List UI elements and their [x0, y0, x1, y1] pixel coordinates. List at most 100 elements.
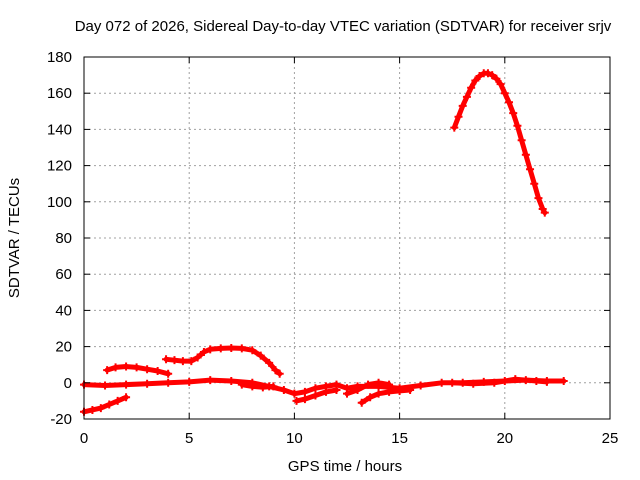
data-point [227, 376, 236, 385]
data-point [96, 404, 105, 413]
data-point [105, 400, 114, 409]
data-point [517, 136, 526, 145]
y-tick-label: 20 [55, 339, 72, 356]
series-track-low-arc [103, 362, 173, 378]
data-point [467, 83, 476, 92]
data-point [300, 387, 309, 396]
x-axis-label: GPS time / hours [288, 458, 402, 475]
y-tick-label: 0 [64, 375, 72, 392]
data-point [483, 69, 492, 78]
x-tick-label: 15 [391, 430, 408, 447]
data-point [437, 378, 446, 387]
data-point [357, 398, 366, 407]
data-point [162, 355, 171, 364]
data-point [492, 74, 501, 83]
data-point [265, 358, 274, 367]
y-tick-label: 60 [55, 266, 72, 283]
y-tick-label: 180 [47, 49, 72, 66]
data-point [395, 386, 404, 395]
data-point [88, 405, 97, 414]
data-point [559, 376, 568, 385]
data-point [143, 379, 152, 388]
y-tick-label: 80 [55, 230, 72, 247]
data-point [534, 194, 543, 203]
data-point [530, 179, 539, 188]
data-point [122, 380, 131, 389]
data-point [454, 112, 463, 121]
data-point [122, 393, 131, 402]
data-point [471, 76, 480, 85]
data-point [187, 357, 196, 366]
plot-frame [83, 56, 611, 420]
x-tick-label: 20 [496, 430, 513, 447]
data-point [366, 393, 375, 402]
series-band [239, 382, 276, 390]
data-point [185, 377, 194, 386]
y-axis-label: SDTVAR / TECUs [6, 178, 23, 298]
data-point [450, 123, 459, 132]
series-track-dip-b [343, 378, 394, 398]
data-point [111, 363, 120, 372]
data-point [275, 369, 284, 378]
data-point [505, 98, 514, 107]
axis-ticks: 0 5 10 15 20 25 -20 0 20 40 60 80 100 120 140 160 180 [47, 49, 618, 447]
chart-title: Day 072 of 2026, Sidereal Day-to-day VTE… [75, 18, 612, 35]
data-point [178, 357, 187, 366]
data-point [132, 363, 141, 372]
data-point [170, 356, 179, 365]
data-points [80, 69, 568, 416]
series-track-high [450, 69, 549, 217]
data-point [475, 72, 484, 81]
data-point [500, 89, 509, 98]
data-point [206, 376, 215, 385]
data-point [290, 389, 299, 398]
data-point [332, 386, 341, 395]
y-tick-label: -20 [50, 411, 72, 428]
y-tick-label: 160 [47, 85, 72, 102]
data-point [164, 369, 173, 378]
data-point [237, 380, 246, 389]
data-point [542, 377, 551, 386]
y-tick-label: 100 [47, 194, 72, 211]
x-tick-label: 25 [602, 430, 619, 447]
data-point [511, 375, 520, 384]
data-point [271, 366, 280, 375]
data-point [311, 391, 320, 400]
data-point [540, 208, 549, 217]
data-point [143, 365, 152, 374]
data-point [164, 378, 173, 387]
data-point [321, 387, 330, 396]
data-point [248, 346, 257, 355]
data-point [256, 351, 265, 360]
data-point [269, 382, 278, 391]
data-point [103, 366, 112, 375]
data-point [385, 380, 394, 389]
data-point [509, 109, 518, 118]
series-track-dip-a [292, 386, 341, 405]
data-point [462, 92, 471, 101]
data-point [216, 344, 225, 353]
grid-lines [84, 57, 610, 419]
data-point [364, 380, 373, 389]
data-point [113, 396, 122, 405]
data-point [406, 386, 415, 395]
x-tick-label: 5 [185, 430, 193, 447]
series-track-hump [162, 344, 284, 378]
data-point [385, 387, 394, 396]
data-point [227, 344, 236, 353]
y-tick-label: 140 [47, 121, 72, 138]
x-tick-label: 10 [286, 430, 303, 447]
series-track-dip-c [357, 386, 415, 407]
data-point [416, 381, 425, 390]
data-point [496, 80, 505, 89]
data-point [521, 150, 530, 159]
data-point [490, 378, 499, 387]
data-point [458, 101, 467, 110]
data-point [199, 348, 208, 357]
series-track-late [448, 375, 551, 388]
data-point [101, 381, 110, 390]
data-point [353, 386, 362, 395]
data-point [343, 389, 351, 398]
